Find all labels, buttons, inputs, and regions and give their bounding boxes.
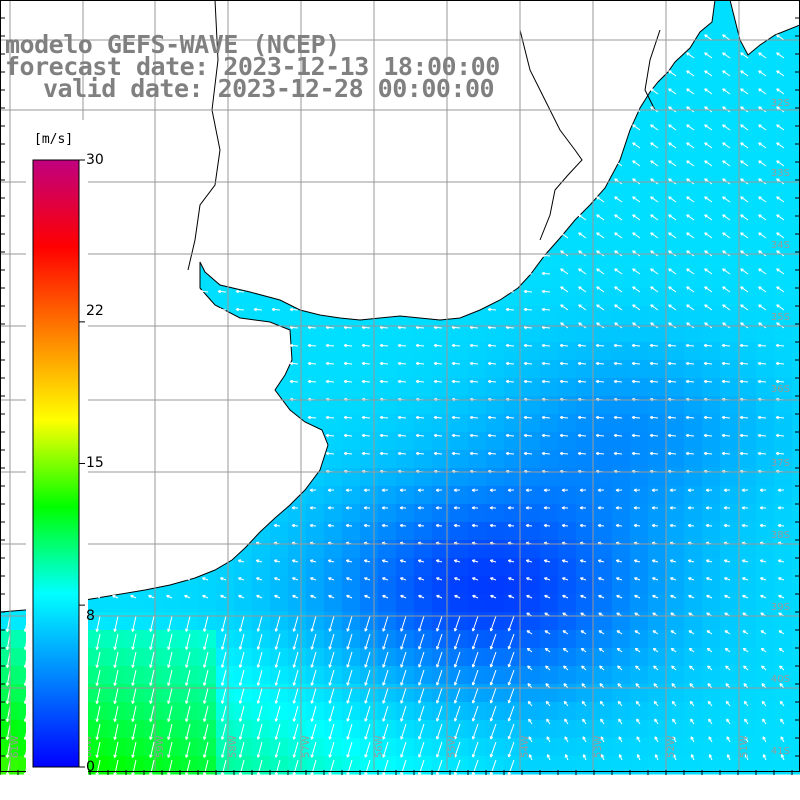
land-south-america bbox=[0, 0, 716, 613]
latitude-label: 38S bbox=[771, 530, 790, 541]
valid-date-label: valid date: 2023-12-28 00:00:00 bbox=[43, 74, 495, 103]
longitude-label: 55W bbox=[447, 735, 458, 758]
longitude-label: 53W bbox=[593, 735, 604, 758]
latitude-label: 36S bbox=[771, 384, 790, 395]
longitude-label: 59W bbox=[155, 735, 166, 758]
latitude-label: 40S bbox=[771, 674, 790, 685]
graticule bbox=[0, 0, 800, 770]
longitude-label: 51W bbox=[739, 735, 750, 758]
colorbar-tick-label: 0 bbox=[86, 759, 95, 775]
colorbar-tick-label: 8 bbox=[86, 608, 95, 624]
colorbar-tick-label: 30 bbox=[86, 152, 104, 168]
latitude-label: 33S bbox=[771, 168, 790, 179]
colorbar-unit-label: [m/s] bbox=[34, 132, 74, 147]
colorbar-tick-label: 15 bbox=[86, 455, 104, 471]
longitude-labels: 61W 60W 59W 58W 57W 56W 55W 54W 53W 52W 51W bbox=[10, 735, 750, 758]
latitude-label: 34S bbox=[771, 240, 790, 251]
land-northeast bbox=[729, 0, 800, 56]
colorbar-tick-label: 22 bbox=[86, 303, 104, 319]
longitude-label: 57W bbox=[301, 735, 312, 758]
latitude-label: 32S bbox=[771, 98, 790, 109]
longitude-label: 60W bbox=[83, 735, 94, 758]
latitude-label: 35S bbox=[771, 312, 790, 323]
lagoon-outline bbox=[644, 29, 661, 111]
country-border-line bbox=[187, 0, 221, 271]
latitude-label: 37S bbox=[771, 458, 790, 469]
model-title: modelo GEFS-WAVE (NCEP) bbox=[5, 30, 340, 59]
longitude-label: 58W bbox=[228, 735, 239, 758]
longitude-label: 54W bbox=[520, 735, 531, 758]
longitude-label: 61W bbox=[10, 735, 21, 758]
longitude-label: 52W bbox=[666, 735, 677, 758]
forecast-date-label: forecast date: 2023-12-13 18:00:00 bbox=[5, 52, 500, 81]
latitude-label: 41S bbox=[771, 746, 790, 757]
longitude-label: 56W bbox=[374, 735, 385, 758]
country-border-line bbox=[519, 29, 583, 241]
latitude-labels: 32S 33S 34S 35S 36S 37S 38S 39S 40S 41S bbox=[771, 98, 790, 757]
colorbar bbox=[32, 159, 80, 768]
latitude-label: 39S bbox=[771, 602, 790, 613]
